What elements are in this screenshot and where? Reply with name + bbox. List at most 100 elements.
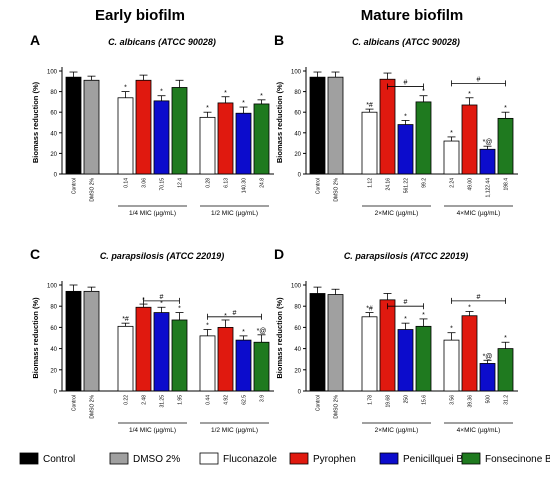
panel-b: B C. albicans (ATCC 90028) 0 20 40 60 80 100 Bio… [274,32,518,217]
x-tick-label: Control [72,178,78,194]
y-tick-label: 80 [294,305,301,311]
bar [327,76,344,175]
y-tick-label: 20 [294,368,301,374]
significance-mark: * [468,91,471,98]
significance-mark: * [206,105,209,112]
y-tick-label: 60 [294,326,301,332]
x-tick-label: 1.95 [178,395,184,405]
bar [199,116,216,175]
x-tick-label: DMSO 2% [334,394,340,418]
x-tick-label: 1.12 [368,178,374,188]
bar [443,339,460,392]
y-tick-label: 80 [50,90,57,96]
significance-mark: * [260,93,263,100]
x-tick-label: 0.14 [124,178,130,188]
x-tick-label: 0.22 [124,395,130,405]
x-tick-label: DMSO 2% [90,394,96,418]
x-tick-label: DMSO 2% [90,177,96,201]
x-tick-label: 0.44 [206,395,212,405]
bar [153,312,170,392]
y-axis-label: Biomass reduction (%) [31,81,40,163]
y-axis-label: Biomass reduction (%) [31,297,40,379]
x-tick-label: 31.2 [504,395,510,405]
significance-mark: * [404,316,407,323]
bar [65,76,82,175]
panel-d: D C. parapsilosis (ATCC 22019) 0 20 40 60 80 10… [274,246,518,434]
bar [361,111,378,175]
bar [235,112,252,175]
bar [171,319,188,392]
significance-mark: *@ [483,139,493,146]
x-tick-label: 24.8 [260,178,266,188]
y-axis-label: Biomass reduction (%) [275,81,284,163]
chart-panels: A C. albicans (ATCC 90028) 0 20 40 60 80 100 Bio… [30,32,518,434]
bracket-label: # [233,310,237,317]
y-tick-label: 0 [298,173,302,179]
significance-mark: * [450,326,453,333]
y-tick-label: 100 [47,284,58,290]
y-tick-label: 80 [50,305,57,311]
x-tick-label: 140.30 [242,178,248,194]
bar [83,79,100,175]
significance-mark: * [206,323,209,330]
bar [253,341,270,392]
panel-letter: D [274,246,284,262]
significance-mark: * [468,305,471,312]
significance-mark: * [504,335,507,342]
significance-mark: * [224,90,227,97]
x-tick-label: Control [72,395,78,411]
bar [217,102,234,175]
x-tick-label: 2.24 [450,178,456,188]
bracket-label: # [404,299,408,306]
y-tick-label: 100 [291,70,302,76]
x-tick-label: DMSO 2% [334,177,340,201]
group-label: 4×MIC (µg/mL) [457,427,501,434]
y-tick-label: 0 [54,390,58,396]
bar [253,103,270,175]
x-tick-label: 3.06 [142,178,148,188]
x-tick-label: 6.13 [224,178,230,188]
significance-mark: * [404,113,407,120]
y-tick-label: 0 [54,173,58,179]
bar [461,315,478,392]
x-tick-label: 12.4 [178,178,184,188]
panel-title: C. albicans (ATCC 90028) [352,37,460,47]
x-tick-label: 15.6 [422,395,428,405]
y-tick-label: 100 [47,70,58,76]
legend-swatch [461,452,481,465]
legend-swatch [109,452,129,465]
panel-letter: A [30,32,40,48]
x-tick-label: 19.68 [386,395,392,408]
group-label: 2×MIC (µg/mL) [375,427,419,434]
bar [309,76,326,175]
significance-mark: * [124,85,127,92]
x-tick-label: 0.28 [206,178,212,188]
y-tick-label: 20 [50,368,57,374]
x-tick-label: 1,122.44 [486,178,492,198]
x-tick-label: 4.92 [224,395,230,405]
significance-mark: *# [366,102,373,109]
bar [379,78,396,175]
x-tick-label: 1.78 [368,395,374,405]
x-tick-label: 500 [486,395,492,404]
y-tick-label: 20 [50,152,57,158]
legend-swatch [199,452,219,465]
x-tick-label: 39.36 [468,395,474,408]
x-tick-label: 24.16 [386,178,392,191]
x-tick-label: 198.4 [504,178,510,191]
group-label: 1/2 MIC (µg/mL) [211,210,258,217]
bar [153,100,170,175]
legend-swatch [379,452,399,465]
y-tick-label: 40 [50,131,57,137]
significance-mark: *# [122,316,129,323]
group-label: 1/4 MIC (µg/mL) [129,427,176,434]
significance-mark: * [178,306,181,313]
bracket-label: # [477,76,481,83]
bar [199,335,216,392]
header-mature-biofilm: Mature biofilm [361,7,464,24]
group-label: 2×MIC (µg/mL) [375,210,419,217]
bracket-label: # [404,79,408,86]
bar [135,306,152,392]
group-label: 4×MIC (µg/mL) [457,210,501,217]
